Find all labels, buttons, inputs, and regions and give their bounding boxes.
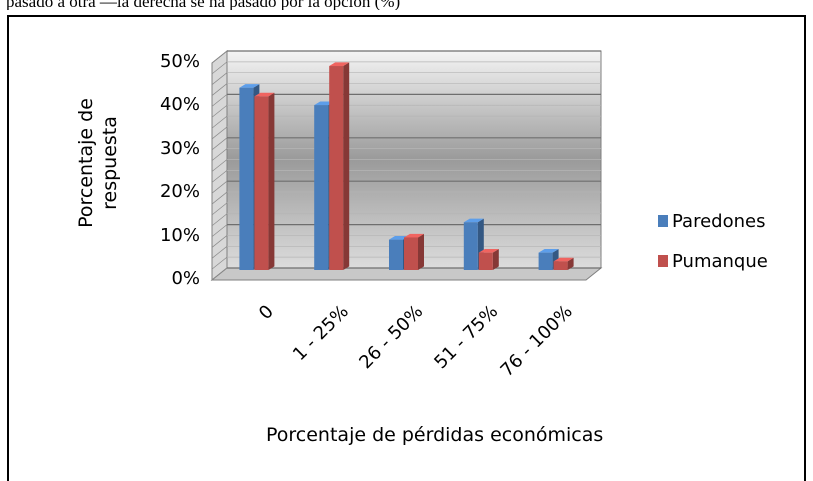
legend-swatch-pumanque xyxy=(658,255,668,267)
bar-front xyxy=(239,87,254,270)
gridline-side xyxy=(211,191,228,205)
y-axis-label: Porcentaje de respuesta xyxy=(74,53,122,273)
bar-front xyxy=(538,252,553,270)
bar-pumanque-0 xyxy=(254,92,275,271)
bar-side xyxy=(343,62,350,270)
bar-front xyxy=(553,261,568,270)
gridline-side xyxy=(211,170,228,183)
y-tick-label: 40% xyxy=(159,94,200,116)
gridline-side xyxy=(211,94,228,107)
bar-front xyxy=(254,96,269,271)
bar-front xyxy=(404,237,418,270)
bar-side xyxy=(418,233,424,270)
gridline-side xyxy=(211,256,228,270)
gridline-side xyxy=(211,126,228,140)
bar-pumanque-4 xyxy=(553,257,574,270)
gridline-side xyxy=(211,61,228,75)
bar-top xyxy=(478,249,499,253)
legend-item-pumanque: Pumanque xyxy=(658,249,768,273)
bar-side xyxy=(492,249,499,270)
chart-frame xyxy=(7,15,806,481)
bar-pumanque-3 xyxy=(478,249,499,270)
gridline-side xyxy=(211,213,228,227)
y-tick-label: 30% xyxy=(159,137,200,159)
bar-top xyxy=(538,249,559,253)
bar-pumanque-2 xyxy=(404,233,424,270)
bar-top xyxy=(463,218,484,223)
bar-front xyxy=(389,239,403,270)
gridline-side xyxy=(211,115,228,129)
bar-top xyxy=(329,62,350,67)
gridline-side xyxy=(211,202,228,216)
gridline-side xyxy=(211,104,228,118)
y-axis-label-line-1: Porcentaje de xyxy=(75,98,97,228)
bar-front xyxy=(314,105,329,270)
y-tick-label: 50% xyxy=(159,51,200,72)
y-axis-label-line-2: respuesta xyxy=(99,116,121,210)
gridline-side xyxy=(211,137,228,151)
bar-top xyxy=(553,257,574,262)
chart-legend: Paredones Pumanque xyxy=(658,209,768,289)
bar-top xyxy=(404,233,424,238)
legend-item-paredones: Paredones xyxy=(658,209,768,233)
bar-front xyxy=(463,222,478,270)
legend-label-paredones: Paredones xyxy=(672,210,766,232)
legend-label-pumanque: Pumanque xyxy=(672,250,768,272)
x-axis-label: Porcentaje de pérdidas económicas xyxy=(266,424,604,446)
bar-front xyxy=(478,252,493,270)
bar-side xyxy=(567,257,574,270)
gridline-side xyxy=(211,83,228,96)
gridline-side xyxy=(211,224,228,237)
y-tick-label: 0% xyxy=(171,268,200,289)
gridline-side xyxy=(211,246,228,259)
bar-top xyxy=(254,92,275,97)
gridline-side xyxy=(211,159,228,172)
y-tick-label: 20% xyxy=(159,181,200,203)
bar-pumanque-1 xyxy=(329,62,350,271)
legend-swatch-paredones xyxy=(658,215,668,227)
gridline-side xyxy=(211,267,228,281)
y-tick-label: 10% xyxy=(159,224,200,246)
top-caption-text: pasado a otra —la derecha se ha pasado p… xyxy=(6,0,401,10)
bar-top xyxy=(239,84,260,88)
gridline-side xyxy=(211,50,228,64)
gridline-side xyxy=(211,148,228,161)
gridline-side xyxy=(211,235,228,248)
gridline-side xyxy=(211,180,228,194)
bar-side xyxy=(268,92,275,270)
bar-front xyxy=(329,66,344,271)
gridline-side xyxy=(211,72,228,85)
chart-bars xyxy=(239,62,574,271)
